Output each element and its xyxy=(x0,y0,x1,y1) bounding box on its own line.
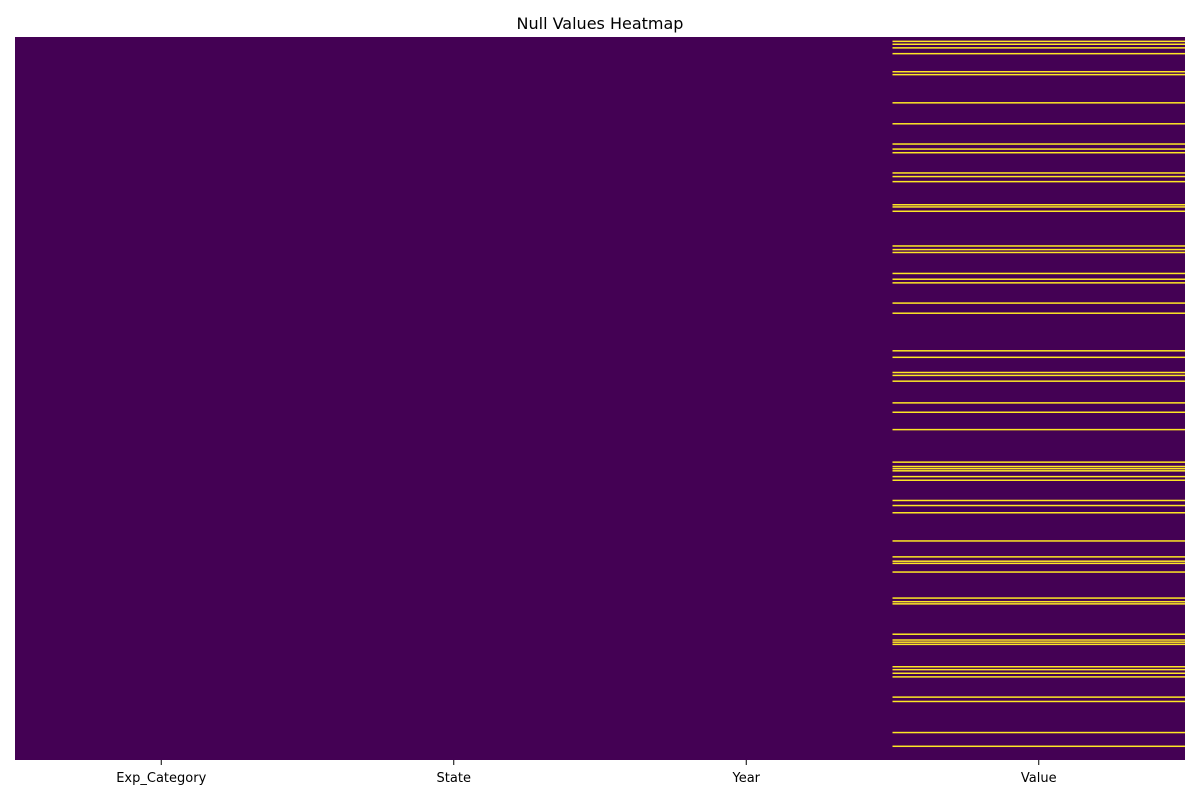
null-cell xyxy=(892,461,1185,463)
null-cell xyxy=(892,603,1185,605)
null-cell xyxy=(892,571,1185,573)
null-cell xyxy=(892,668,1185,671)
null-cell xyxy=(892,633,1185,635)
null-cell xyxy=(892,172,1185,174)
column-cells-year xyxy=(600,37,893,760)
null-cell xyxy=(892,40,1185,43)
null-cell xyxy=(892,672,1185,675)
null-cell xyxy=(892,350,1185,352)
null-cell xyxy=(892,371,1185,374)
null-cell xyxy=(892,380,1185,382)
null-cell xyxy=(892,475,1185,478)
null-cell xyxy=(892,556,1185,558)
null-cell xyxy=(892,639,1185,641)
heatmap-cells xyxy=(15,37,1185,760)
null-cell xyxy=(892,470,1185,472)
x-tick-label-state: State xyxy=(437,771,471,786)
null-cell xyxy=(892,102,1185,104)
null-cell xyxy=(892,180,1185,183)
null-cell xyxy=(892,700,1185,703)
null-cell xyxy=(892,540,1185,542)
null-cell xyxy=(892,676,1185,678)
null-cell xyxy=(892,248,1185,251)
column-cells-exp-category xyxy=(15,37,308,760)
column-cells-state xyxy=(307,37,600,760)
null-cell xyxy=(892,666,1185,668)
null-cell xyxy=(892,467,1185,470)
null-cell xyxy=(892,465,1185,468)
null-cell xyxy=(892,356,1185,359)
null-cell xyxy=(892,148,1185,150)
null-cell xyxy=(892,312,1185,314)
null-cell xyxy=(892,251,1185,254)
null-cell xyxy=(892,73,1185,76)
null-cell xyxy=(892,278,1185,280)
x-tick-label-year: Year xyxy=(731,771,760,786)
null-cell xyxy=(892,210,1185,213)
null-cell xyxy=(892,696,1185,698)
x-tick-label-value: Value xyxy=(1021,771,1057,786)
null-cell xyxy=(892,123,1185,125)
null-cell xyxy=(892,479,1185,481)
null-cell xyxy=(892,245,1185,247)
x-axis: Exp_Category State Year Value xyxy=(116,760,1057,786)
null-cell xyxy=(892,175,1185,178)
null-cell xyxy=(892,374,1185,377)
null-cell xyxy=(892,143,1185,145)
null-cell xyxy=(892,411,1185,414)
null-cell xyxy=(892,282,1185,284)
null-cell xyxy=(892,731,1185,734)
null-cell xyxy=(892,47,1185,49)
null-cell xyxy=(892,70,1185,73)
null-cell xyxy=(892,641,1185,643)
x-tick-label-exp-category: Exp_Category xyxy=(116,771,206,786)
null-cell xyxy=(892,402,1185,404)
null-cell xyxy=(892,643,1185,646)
null-cell xyxy=(892,206,1185,208)
null-cell xyxy=(892,302,1185,304)
null-cell xyxy=(892,428,1185,431)
chart-title: Null Values Heatmap xyxy=(517,14,684,33)
null-cell xyxy=(892,43,1185,46)
column-cells-value xyxy=(892,37,1185,760)
null-cell xyxy=(892,512,1185,514)
null-cell xyxy=(892,745,1185,748)
null-cell xyxy=(892,560,1185,562)
null-cell xyxy=(892,504,1185,507)
null-cell xyxy=(892,597,1185,599)
null-cell xyxy=(892,204,1185,206)
null-cell xyxy=(892,272,1185,275)
null-cell xyxy=(892,499,1185,502)
null-cell xyxy=(892,600,1185,603)
null-cell xyxy=(892,151,1185,154)
null-cell xyxy=(892,52,1185,55)
null-cell xyxy=(892,562,1185,565)
